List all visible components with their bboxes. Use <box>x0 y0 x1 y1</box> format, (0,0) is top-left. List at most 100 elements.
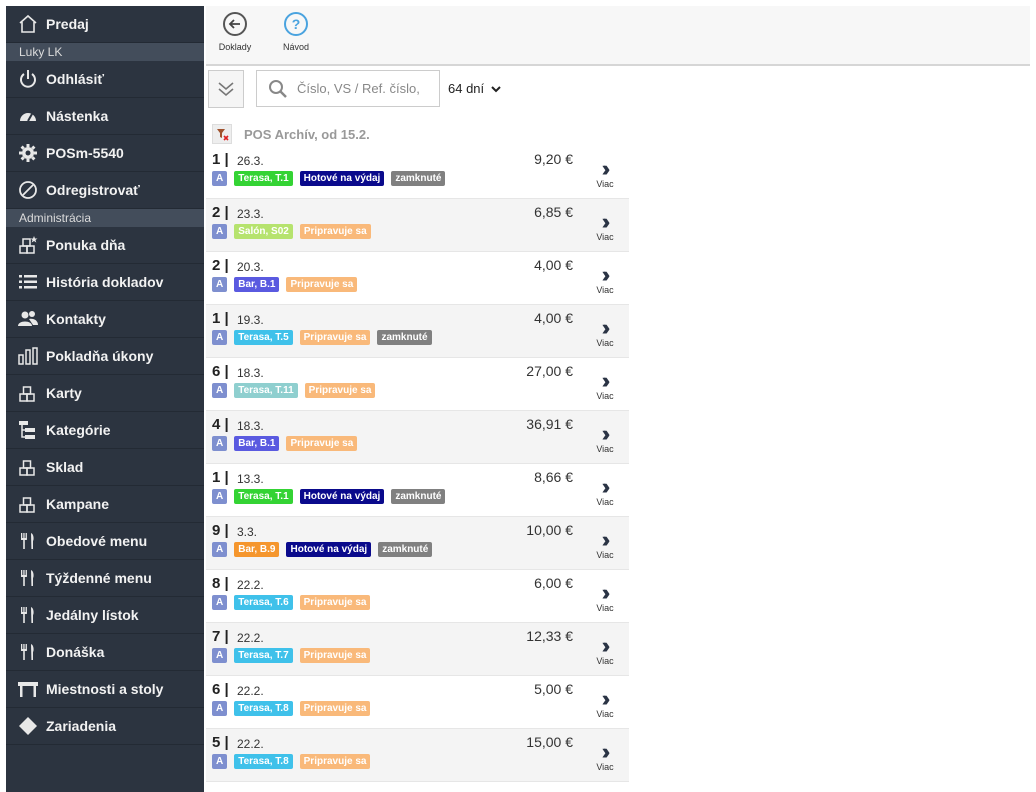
document-type-badge: A <box>212 701 228 716</box>
document-type-badge: A <box>212 595 228 610</box>
status-badge: Pripravuje sa <box>286 436 358 451</box>
document-badges: A Terasa, T.7 Pripravuje sa <box>212 648 371 663</box>
documents-back-button[interactable]: Doklady <box>210 12 260 52</box>
more-button[interactable]: ›› Viac <box>593 582 617 614</box>
sidebar-item-label: Odregistrovať <box>46 182 140 198</box>
document-row[interactable]: 4 | 18.3. 36,91 € A Bar, B.1 Pripravuje sa ›› V… <box>206 411 629 464</box>
sidebar-item-rooms-tables[interactable]: Miestnosti a stoly <box>6 671 204 708</box>
cubes-icon <box>17 457 39 477</box>
help-button[interactable]: ? Návod <box>271 12 321 52</box>
gauge-icon <box>17 106 39 126</box>
document-type-badge: A <box>212 754 228 769</box>
more-label: Viac <box>596 497 614 507</box>
document-badges: A Terasa, T.8 Pripravuje sa <box>212 754 371 769</box>
sidebar-item-device[interactable]: POSm-5540 <box>6 135 204 172</box>
document-number: 6 | <box>212 681 229 698</box>
user-section-header: Luky LK <box>6 43 204 61</box>
bars-chart-icon <box>17 346 39 366</box>
sidebar-item-campaigns[interactable]: Kampane <box>6 486 204 523</box>
archive-filter-icon <box>212 124 232 144</box>
document-badges: A Bar, B.1 Pripravuje sa <box>212 436 358 451</box>
document-row[interactable]: 9 | 3.3. 10,00 € A Bar, B.9 Hotové na výdaj za… <box>206 517 629 570</box>
more-button[interactable]: ›› Viac <box>593 317 617 349</box>
document-row[interactable]: 7 | 22.2. 12,33 € A Terasa, T.7 Pripravuje sa… <box>206 623 629 676</box>
document-number: 5 | <box>212 734 229 751</box>
search-input[interactable] <box>295 80 439 97</box>
sidebar-item-devices[interactable]: Zariadenia <box>6 708 204 745</box>
sidebar-item-menu-card[interactable]: Jedálny lístok <box>6 597 204 634</box>
table-badge: Terasa, T.1 <box>234 171 293 186</box>
status-badge: Pripravuje sa <box>304 383 376 398</box>
document-number: 4 | <box>212 416 229 433</box>
sidebar-item-daily-offer[interactable]: Ponuka dňa <box>6 227 204 264</box>
more-button[interactable]: ›› Viac <box>593 529 617 561</box>
document-badges: A Bar, B.9 Hotové na výdaj zamknuté <box>212 542 433 557</box>
more-button[interactable]: ›› Viac <box>593 423 617 455</box>
document-row[interactable]: 1 | 26.3. 9,20 € A Terasa, T.1 Hotové na výda… <box>206 146 629 199</box>
double-chevron-right-icon: ›› <box>601 368 611 393</box>
document-date: 18.3. <box>237 419 264 433</box>
document-row[interactable]: 1 | 13.3. 8,66 € A Terasa, T.1 Hotové na výda… <box>206 464 629 517</box>
document-amount: 5,00 € <box>534 681 573 697</box>
more-button[interactable]: ›› Viac <box>593 741 617 773</box>
sidebar-item-categories[interactable]: Kategórie <box>6 412 204 449</box>
document-row[interactable]: 1 | 19.3. 4,00 € A Terasa, T.5 Pripravuje sa z… <box>206 305 629 358</box>
document-badges: A Terasa, T.1 Hotové na výdaj zamknuté <box>212 171 446 186</box>
period-select[interactable]: 64 dní <box>448 81 501 96</box>
more-button[interactable]: ›› Viac <box>593 635 617 667</box>
table-badge: Terasa, T.11 <box>234 383 298 398</box>
collapse-filter-button[interactable] <box>208 70 244 108</box>
document-amount: 4,00 € <box>534 310 573 326</box>
document-row[interactable]: 6 | 22.2. 5,00 € A Terasa, T.8 Pripravuje sa ›… <box>206 676 629 729</box>
more-button[interactable]: ›› Viac <box>593 476 617 508</box>
archive-header: POS Archív, od 15.2. <box>212 124 370 144</box>
locked-badge: zamknuté <box>378 542 433 557</box>
sidebar-item-dashboard[interactable]: Nástenka <box>6 98 204 135</box>
document-number: 8 | <box>212 575 229 592</box>
document-row[interactable]: 6 | 18.3. 27,00 € A Terasa, T.11 Pripravuje s… <box>206 358 629 411</box>
document-row[interactable]: 2 | 23.3. 6,85 € A Salón, S02 Pripravuje sa ››… <box>206 199 629 252</box>
more-button[interactable]: ›› Viac <box>593 211 617 243</box>
power-icon <box>17 69 39 89</box>
sidebar-item-sales[interactable]: Predaj <box>6 6 204 43</box>
document-amount: 9,20 € <box>534 151 573 167</box>
document-badges: A Terasa, T.6 Pripravuje sa <box>212 595 371 610</box>
more-button[interactable]: ›› Viac <box>593 264 617 296</box>
sidebar-item-lunch-menu[interactable]: Obedové menu <box>6 523 204 560</box>
sidebar-item-unregister[interactable]: Odregistrovať <box>6 172 204 209</box>
document-amount: 8,66 € <box>534 469 573 485</box>
document-row[interactable]: 2 | 20.3. 4,00 € A Bar, B.1 Pripravuje sa ›› Vi… <box>206 252 629 305</box>
document-row[interactable]: 5 | 22.2. 15,00 € A Terasa, T.8 Pripravuje sa… <box>206 729 629 782</box>
document-date: 22.2. <box>237 684 264 698</box>
document-number: 2 | <box>212 257 229 274</box>
document-type-badge: A <box>212 277 228 292</box>
document-date: 26.3. <box>237 154 264 168</box>
sidebar-item-warehouse[interactable]: Sklad <box>6 449 204 486</box>
double-chevron-right-icon: ›› <box>601 633 611 658</box>
double-chevron-right-icon: ›› <box>601 580 611 605</box>
document-row[interactable]: 8 | 22.2. 6,00 € A Terasa, T.6 Pripravuje sa ›… <box>206 570 629 623</box>
double-chevron-right-icon: ›› <box>601 739 611 764</box>
sidebar-item-cards[interactable]: Karty <box>6 375 204 412</box>
sidebar-item-document-history[interactable]: História dokladov <box>6 264 204 301</box>
cutlery-icon <box>17 605 39 625</box>
sidebar-item-delivery[interactable]: Donáška <box>6 634 204 671</box>
diamond-icon <box>17 716 39 736</box>
sidebar-item-register-actions[interactable]: Pokladňa úkony <box>6 338 204 375</box>
table-badge: Bar, B.9 <box>234 542 280 557</box>
more-button[interactable]: ›› Viac <box>593 158 617 190</box>
sidebar-item-contacts[interactable]: Kontakty <box>6 301 204 338</box>
sidebar-item-weekly-menu[interactable]: Týždenné menu <box>6 560 204 597</box>
more-button[interactable]: ›› Viac <box>593 370 617 402</box>
document-date: 22.2. <box>237 631 264 645</box>
more-button[interactable]: ›› Viac <box>593 688 617 720</box>
status-badge: Pripravuje sa <box>286 277 358 292</box>
sidebar-item-logout[interactable]: Odhlásiť <box>6 61 204 98</box>
status-badge: Pripravuje sa <box>299 701 371 716</box>
document-date: 20.3. <box>237 260 264 274</box>
more-label: Viac <box>596 285 614 295</box>
document-date: 22.2. <box>237 578 264 592</box>
sidebar-item-label: Jedálny lístok <box>46 607 139 623</box>
document-amount: 6,85 € <box>534 204 573 220</box>
document-amount: 10,00 € <box>526 522 573 538</box>
